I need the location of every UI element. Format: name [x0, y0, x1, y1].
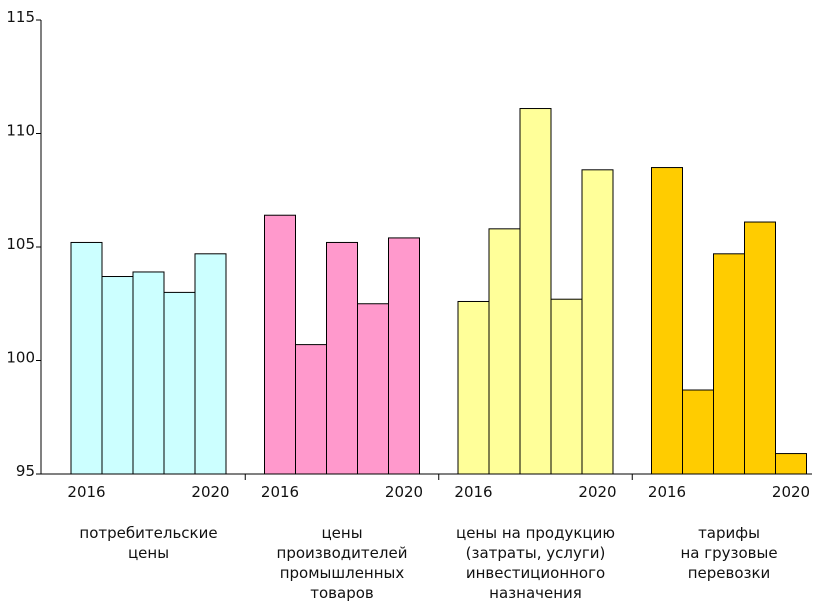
bar-group4-2016 [651, 167, 683, 475]
bar-group3-2017 [488, 228, 521, 475]
bar-group2-2017 [295, 344, 327, 475]
x-year-start-label: 2016 [261, 483, 299, 501]
group-label-line: промышленных [280, 564, 405, 582]
x-year-end-label: 2020 [772, 483, 810, 501]
y-tick-label: 110 [6, 122, 35, 140]
bar-group1-2018 [132, 271, 165, 475]
group-label-line: на грузовые [680, 544, 777, 562]
group-label-line: производителей [277, 544, 408, 562]
group-label-line: инвестиционного [466, 564, 605, 582]
group-label-line: товаров [310, 584, 374, 602]
group-label-line: (затраты, услуги) [466, 544, 606, 562]
y-tick-label: 95 [16, 462, 35, 480]
bar-group3-2020 [581, 169, 614, 475]
group-label-line: цены [321, 524, 362, 542]
y-axis: 95 100 105 110 115 [6, 8, 42, 480]
bar-group1-2019 [163, 291, 196, 475]
x-year-end-label: 2020 [385, 483, 423, 501]
x-year-end-label: 2020 [191, 483, 229, 501]
bar-group3-2018 [519, 108, 552, 475]
x-year-start-label: 2016 [648, 483, 686, 501]
bar-group1-2016 [70, 241, 103, 475]
group-label-line: тарифы [698, 524, 760, 542]
x-year-start-label: 2016 [67, 483, 105, 501]
group-label-line: перевозки [688, 564, 771, 582]
y-tick-label: 115 [6, 8, 35, 26]
bar-group2-2018 [326, 241, 358, 475]
group-label-line: цены [128, 544, 169, 562]
group-label-line: цены на продукцию [456, 524, 615, 542]
y-tick-label: 100 [6, 349, 35, 367]
x-year-start-label: 2016 [454, 483, 492, 501]
bar-group4-2018 [713, 253, 745, 475]
x-year-end-label: 2020 [578, 483, 616, 501]
bar-group2-2016 [264, 214, 296, 475]
bar-group3-2016 [457, 300, 490, 475]
group-labels: потребительские цены цены производителей про… [79, 524, 777, 602]
bar-group4-2019 [744, 221, 776, 475]
bars [70, 108, 807, 475]
bar-group4-2020 [775, 453, 807, 475]
bar-group1-2020 [194, 253, 227, 475]
bar-group4-2017 [682, 389, 714, 475]
y-tick-label: 105 [6, 235, 35, 253]
bar-group3-2019 [550, 298, 583, 475]
group-label-line: потребительские [79, 524, 217, 542]
bar-group2-2019 [357, 303, 389, 475]
group-label-line: назначения [489, 584, 582, 602]
bar-group1-2017 [101, 276, 134, 475]
x-axis: 2016 2020 2016 2020 2016 2020 2016 2020 [41, 473, 812, 501]
bar-group2-2020 [388, 237, 420, 475]
